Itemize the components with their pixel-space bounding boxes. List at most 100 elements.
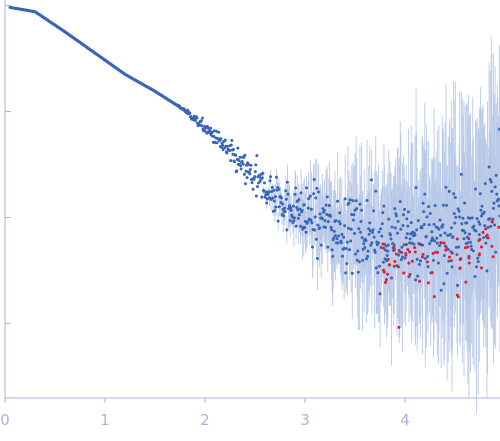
data-point xyxy=(406,225,409,228)
data-point xyxy=(372,228,375,231)
data-point xyxy=(216,141,219,144)
data-point xyxy=(360,209,363,212)
data-point xyxy=(348,201,351,204)
data-point xyxy=(233,160,236,163)
data-point xyxy=(412,243,415,246)
data-point xyxy=(253,175,256,178)
data-point xyxy=(397,220,400,223)
data-point xyxy=(479,209,482,212)
data-point xyxy=(484,242,487,245)
data-point xyxy=(345,262,348,265)
outlier-point xyxy=(406,248,409,251)
data-point xyxy=(458,215,461,218)
data-point xyxy=(374,251,377,254)
outlier-point xyxy=(480,266,483,269)
data-point xyxy=(284,210,287,213)
data-point xyxy=(375,266,378,269)
data-point xyxy=(497,198,500,201)
data-point xyxy=(246,176,249,179)
data-point xyxy=(362,242,365,245)
data-point xyxy=(382,205,385,208)
data-point xyxy=(366,199,369,202)
data-point xyxy=(334,219,337,222)
data-point xyxy=(306,220,309,223)
data-point xyxy=(274,206,277,209)
data-point xyxy=(354,252,357,255)
data-point xyxy=(323,209,326,212)
data-point xyxy=(424,257,427,260)
data-point xyxy=(489,225,492,228)
data-point xyxy=(209,127,212,130)
data-point xyxy=(312,192,315,195)
outlier-point xyxy=(482,231,485,234)
data-point xyxy=(230,139,233,142)
data-point xyxy=(483,211,486,214)
data-point xyxy=(471,216,474,219)
data-point xyxy=(316,224,319,227)
data-point xyxy=(396,232,399,235)
data-point xyxy=(422,202,425,205)
data-point xyxy=(442,282,445,285)
data-point xyxy=(232,148,235,151)
data-point xyxy=(428,242,431,245)
outlier-point xyxy=(436,251,439,254)
data-point xyxy=(485,269,488,272)
data-point xyxy=(239,156,242,159)
data-point xyxy=(274,195,277,198)
data-point xyxy=(285,198,288,201)
data-point xyxy=(303,203,306,206)
data-point xyxy=(442,204,445,207)
data-point xyxy=(490,190,493,193)
data-point xyxy=(272,189,275,192)
data-point xyxy=(331,255,334,258)
outlier-point xyxy=(407,262,410,265)
data-point xyxy=(252,188,255,191)
outlier-point xyxy=(443,242,446,245)
data-point xyxy=(344,197,347,200)
data-point xyxy=(294,193,297,196)
data-point xyxy=(425,235,428,238)
data-point xyxy=(476,217,479,220)
data-point xyxy=(195,116,198,119)
data-point xyxy=(268,179,271,182)
x-tick-label: 3 xyxy=(300,411,310,429)
data-point xyxy=(295,225,298,228)
data-point xyxy=(478,233,481,236)
data-point xyxy=(483,224,486,227)
data-point xyxy=(273,199,276,202)
data-point xyxy=(201,117,204,120)
data-point xyxy=(337,234,340,237)
data-point xyxy=(457,246,460,249)
data-point xyxy=(361,259,364,262)
data-point xyxy=(344,271,347,274)
data-point xyxy=(401,224,404,227)
data-point xyxy=(337,242,340,245)
data-point xyxy=(470,245,473,248)
data-point xyxy=(239,164,242,167)
data-point xyxy=(352,218,355,221)
data-point xyxy=(421,226,424,229)
data-point xyxy=(427,265,430,268)
data-point xyxy=(358,260,361,263)
data-point xyxy=(292,219,295,222)
data-point xyxy=(394,227,397,230)
data-point xyxy=(280,196,283,199)
x-tick-label: 2 xyxy=(200,411,210,429)
data-point xyxy=(479,192,482,195)
data-point xyxy=(482,236,485,239)
outlier-point xyxy=(418,280,421,283)
data-point xyxy=(405,236,408,239)
data-point xyxy=(347,227,350,230)
outlier-point xyxy=(397,326,400,329)
data-point xyxy=(334,234,337,237)
data-point xyxy=(319,212,322,215)
outlier-point xyxy=(409,273,412,276)
data-point xyxy=(368,233,371,236)
data-point xyxy=(361,236,364,239)
data-point xyxy=(450,226,453,229)
data-point xyxy=(244,182,247,185)
data-point xyxy=(441,223,444,226)
data-point xyxy=(229,159,232,162)
data-point xyxy=(401,256,404,259)
